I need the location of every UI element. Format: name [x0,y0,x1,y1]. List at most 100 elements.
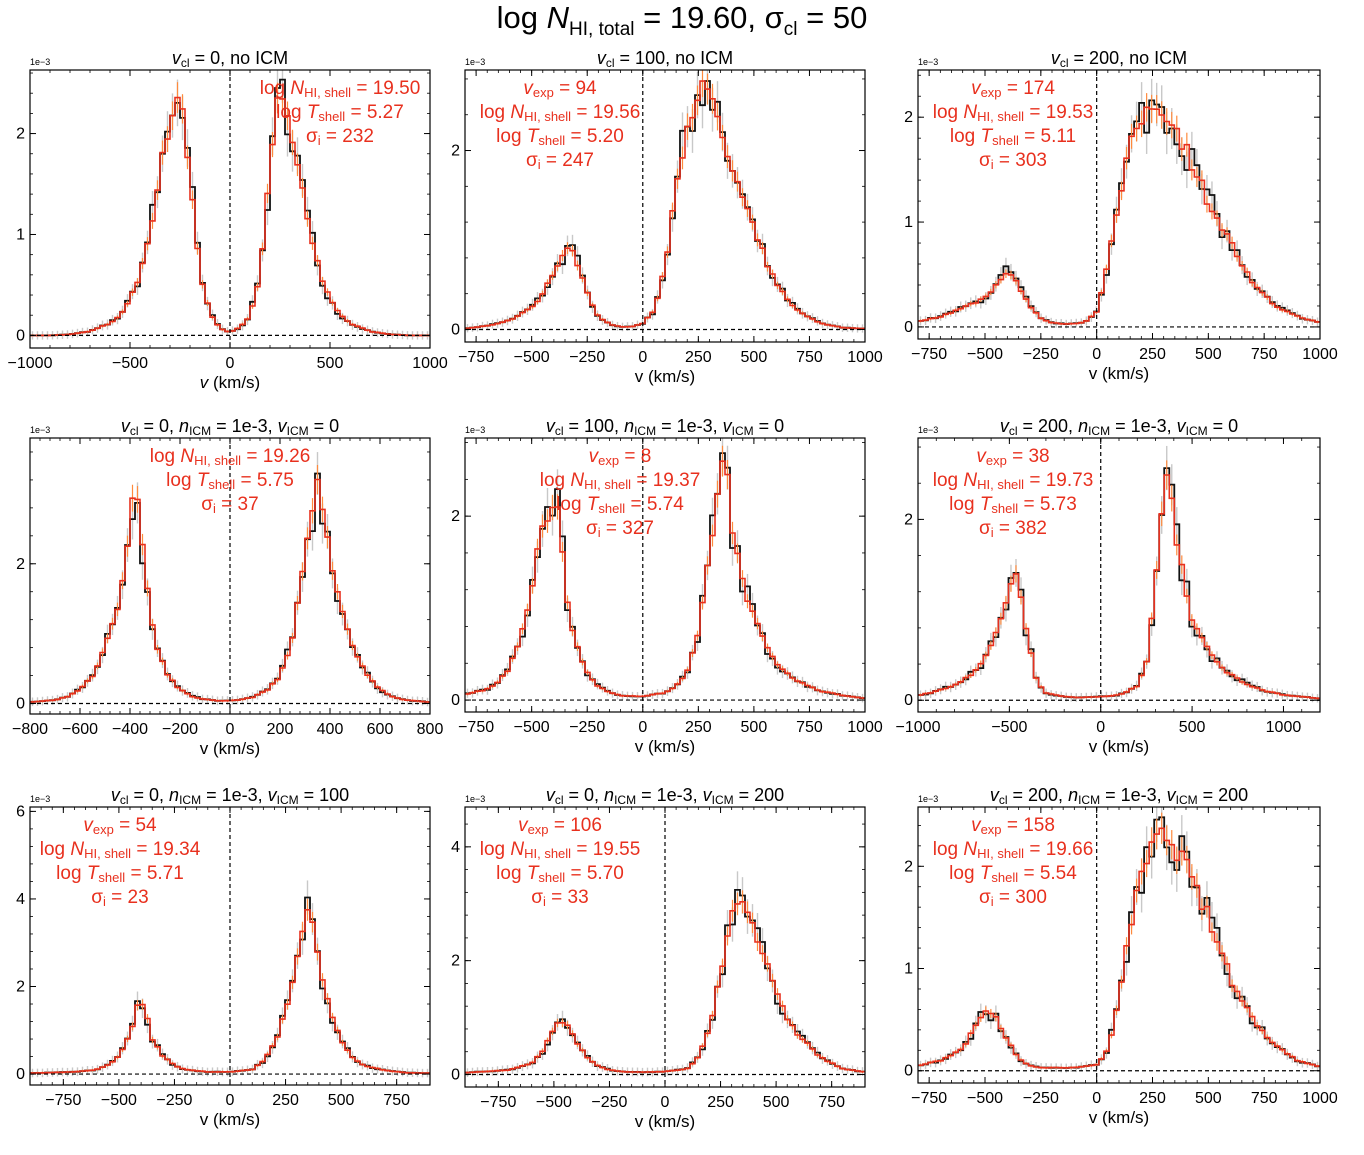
panel-data [30,880,430,1078]
panel-title: vcl = 200, nICM = 1e-3, vICM = 200 [990,785,1248,807]
x-tick-label: −250 [1023,1090,1059,1107]
panel-4: −800 −600 −400 −200 0 200 400 600 800 0 2 1e−3 vcl =… [12,416,443,758]
panel-title: vcl = 0, nICM = 1e-3, vICM = 100 [111,785,349,807]
x-tick-label: 500 [741,349,768,366]
x-tick-label: 1000 [847,349,883,366]
fit-parameter-label: log Tshell = 5.74 [556,494,684,516]
fit-parameter-label: log Tshell = 5.75 [166,470,294,492]
fit-parameter-label: log Tshell = 5.70 [496,863,624,885]
x-tick-label: 1000 [1266,719,1302,736]
x-tick-label: −500 [991,719,1027,736]
x-tick-label: 750 [1251,1090,1278,1107]
y-tick-label: 0 [904,692,913,709]
x-tick-label: 500 [1195,1090,1222,1107]
fit-parameter-label: log Tshell = 5.73 [949,494,1077,516]
x-tick-label: 600 [367,721,394,738]
panel-title: vcl = 0, nICM = 1e-3, vICM = 200 [546,785,784,807]
fit-parameter-label: σi = 23 [91,887,148,909]
x-tick-label: −750 [480,1094,516,1111]
panel-data [918,445,1320,703]
x-tick-label: 800 [417,721,444,738]
x-tick-label: −500 [536,1094,572,1111]
x-tick-label: −500 [101,1092,137,1109]
fit-parameter-label: vexp = 54 [83,815,157,837]
x-axis-label: v (km/s) [1089,737,1149,756]
x-tick-label: 750 [796,349,823,366]
model-spectrum [30,909,430,1074]
y-offset-text: 1e−3 [918,794,938,804]
figure-title-variable: N [546,0,570,35]
x-tick-label: 1000 [412,355,448,372]
x-tick-label: 0 [638,719,647,736]
panel-data [465,871,865,1078]
x-axis-label: v (km/s) [200,739,260,758]
x-tick-label: 750 [383,1092,410,1109]
fit-parameter-label: σi = 247 [526,150,594,172]
panel-title: vcl = 0, nICM = 1e-3, vICM = 0 [121,416,339,438]
fit-parameter-label: vexp = 106 [518,815,602,837]
y-tick-label: 0 [451,692,460,709]
x-tick-label: −750 [911,346,947,363]
model-spectrum [465,80,865,330]
fit-parameter-label: log NHI, shell = 19.37 [540,470,701,492]
y-offset-text: 1e−3 [465,425,485,435]
x-tick-label: −250 [569,719,605,736]
x-tick-label: 1000 [1302,1090,1338,1107]
x-tick-label: −500 [112,355,148,372]
fit-parameter-label: log NHI, shell = 19.26 [150,446,311,468]
x-tick-label: 500 [317,355,344,372]
x-tick-label: −500 [514,349,550,366]
panel-2: −750 −500 −250 0 250 500 750 1000 0 2 1e−3 vcl = 10… [451,48,883,386]
x-axis-label: v (km/s) [200,1110,260,1129]
panel-data [30,70,430,340]
figure-title-subscript: HI, total [569,19,635,41]
y-tick-label: 1 [904,214,913,231]
x-tick-label: 0 [638,349,647,366]
x-tick-label: 0 [1096,719,1105,736]
y-tick-label: 0 [451,321,460,338]
observed-spectrum [918,816,1320,1069]
y-tick-label: 2 [904,109,913,126]
y-tick-label: 0 [904,319,913,336]
fit-parameter-label: log NHI, shell = 19.66 [933,839,1094,861]
figure-title: log NHI, total = 19.60, σcl = 50 [0,0,1364,41]
x-tick-label: −500 [514,719,550,736]
fit-parameter-label: σi = 232 [306,126,374,148]
x-tick-label: 250 [685,719,712,736]
x-tick-label: −750 [45,1092,81,1109]
x-tick-label: −250 [591,1094,627,1111]
x-axis-label: v (km/s) [1089,364,1149,383]
model-spectrum [465,460,865,699]
x-axis-label: v (km/s) [635,737,695,756]
y-offset-text: 1e−3 [465,57,485,67]
fit-parameter-label: vexp = 94 [523,78,597,100]
x-tick-label: 1000 [1302,346,1338,363]
y-tick-label: 2 [451,953,460,970]
x-tick-label: 500 [1195,346,1222,363]
x-tick-label: −250 [156,1092,192,1109]
y-offset-text: 1e−3 [30,794,50,804]
y-tick-label: 4 [451,839,460,856]
x-tick-label: 0 [1092,346,1101,363]
y-tick-label: 1 [16,226,25,243]
model-spectrum [918,827,1320,1069]
figure-title-part: = 19.60, σ [634,0,784,35]
fit-parameter-label: vexp = 158 [971,815,1055,837]
panel-title: vcl = 100, nICM = 1e-3, vICM = 0 [546,416,784,438]
x-tick-label: −600 [62,721,98,738]
x-tick-label: 500 [741,719,768,736]
x-tick-label: 250 [1139,1090,1166,1107]
fit-parameter-label: vexp = 174 [971,78,1055,100]
y-tick-label: 2 [451,508,460,525]
fit-parameter-label: σi = 37 [201,494,258,516]
panel-8: −750 −500 −250 0 250 500 750 0 2 4 1e−3 vcl = 0, nI… [451,785,866,1131]
x-tick-label: −1000 [896,719,941,736]
x-tick-label: −250 [1023,346,1059,363]
panel-3: −750 −500 −250 0 250 500 750 1000 0 1 2 1e−3 vcl = 2… [904,48,1338,383]
fit-parameter-label: log NHI, shell = 19.53 [933,102,1094,124]
x-axis-label: v (km/s) [1089,1108,1149,1127]
panel-data [918,807,1320,1073]
x-tick-label: 500 [328,1092,355,1109]
x-tick-label: −200 [162,721,198,738]
